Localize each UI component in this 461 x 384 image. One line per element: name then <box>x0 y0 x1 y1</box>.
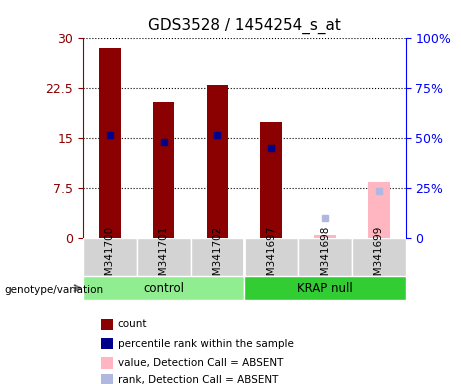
FancyBboxPatch shape <box>137 238 190 276</box>
Bar <box>314 235 336 238</box>
Text: value, Detection Call = ABSENT: value, Detection Call = ABSENT <box>118 358 283 368</box>
FancyBboxPatch shape <box>244 238 298 276</box>
Text: genotype/variation: genotype/variation <box>5 285 104 295</box>
Text: GSM341701: GSM341701 <box>159 226 169 289</box>
FancyBboxPatch shape <box>83 276 244 300</box>
Text: control: control <box>143 281 184 295</box>
Bar <box>207 85 228 238</box>
FancyBboxPatch shape <box>244 276 406 300</box>
Bar <box>153 102 174 238</box>
Bar <box>368 182 390 238</box>
FancyBboxPatch shape <box>190 238 244 276</box>
Bar <box>99 48 121 238</box>
Title: GDS3528 / 1454254_s_at: GDS3528 / 1454254_s_at <box>148 18 341 34</box>
FancyBboxPatch shape <box>352 238 406 276</box>
FancyBboxPatch shape <box>298 238 352 276</box>
Text: GSM341699: GSM341699 <box>374 225 384 289</box>
Text: rank, Detection Call = ABSENT: rank, Detection Call = ABSENT <box>118 375 278 384</box>
Text: GSM341702: GSM341702 <box>213 226 223 289</box>
Text: KRAP null: KRAP null <box>297 281 353 295</box>
Text: GSM341700: GSM341700 <box>105 226 115 289</box>
Text: GSM341698: GSM341698 <box>320 225 330 289</box>
Text: percentile rank within the sample: percentile rank within the sample <box>118 339 294 349</box>
Bar <box>260 122 282 238</box>
Text: count: count <box>118 319 147 329</box>
Text: GSM341697: GSM341697 <box>266 225 276 289</box>
FancyBboxPatch shape <box>83 238 137 276</box>
